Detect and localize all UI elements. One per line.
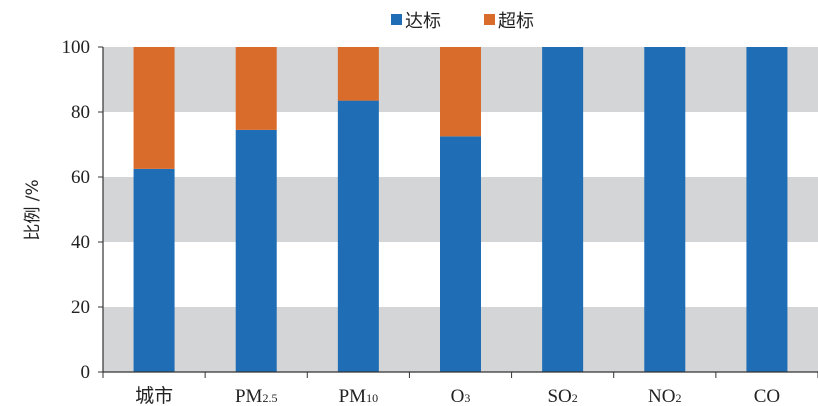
legend: 达标 超标 bbox=[391, 11, 534, 32]
y-tick-label: 40 bbox=[71, 232, 90, 253]
y-tick-label: 0 bbox=[81, 362, 91, 383]
x-tick-label: NO2 bbox=[648, 386, 681, 406]
legend-swatch bbox=[391, 14, 402, 25]
bar-segment bbox=[133, 47, 175, 169]
x-tick-label: SO2 bbox=[547, 386, 577, 406]
bar-segment bbox=[542, 47, 584, 372]
x-tick-label: CO bbox=[754, 386, 780, 406]
y-tick-label: 100 bbox=[62, 37, 91, 58]
legend-swatch bbox=[484, 14, 495, 25]
x-tick-label: PM10 bbox=[339, 386, 378, 406]
legend-label: 超标 bbox=[498, 11, 534, 32]
x-tick-labels: 城市 PM2.5 PM10 O3 SO2 NO2 CO bbox=[135, 385, 780, 406]
bar-segment bbox=[337, 100, 379, 372]
axes bbox=[98, 46, 818, 378]
y-tick-label: 20 bbox=[71, 297, 90, 318]
legend-label: 达标 bbox=[405, 11, 441, 32]
y-tick-label: 60 bbox=[71, 167, 90, 188]
bar-segment bbox=[337, 47, 379, 101]
bar-group bbox=[133, 47, 788, 372]
bar-segment bbox=[133, 168, 175, 372]
y-axis-label: 比例 /% bbox=[23, 179, 43, 240]
x-tick-label: O3 bbox=[451, 386, 471, 406]
x-tick-label: PM2.5 bbox=[235, 386, 277, 406]
bar-segment bbox=[440, 136, 481, 372]
bar-segment bbox=[235, 129, 277, 372]
y-tick-label: 80 bbox=[71, 102, 90, 123]
bar-segment bbox=[746, 47, 788, 372]
bar-segment bbox=[235, 47, 277, 130]
bar-segment bbox=[440, 47, 481, 137]
bar-segment bbox=[644, 47, 686, 372]
x-tick-label: 城市 bbox=[135, 385, 173, 406]
y-tick-labels: 0 20 40 60 80 100 bbox=[62, 37, 91, 383]
